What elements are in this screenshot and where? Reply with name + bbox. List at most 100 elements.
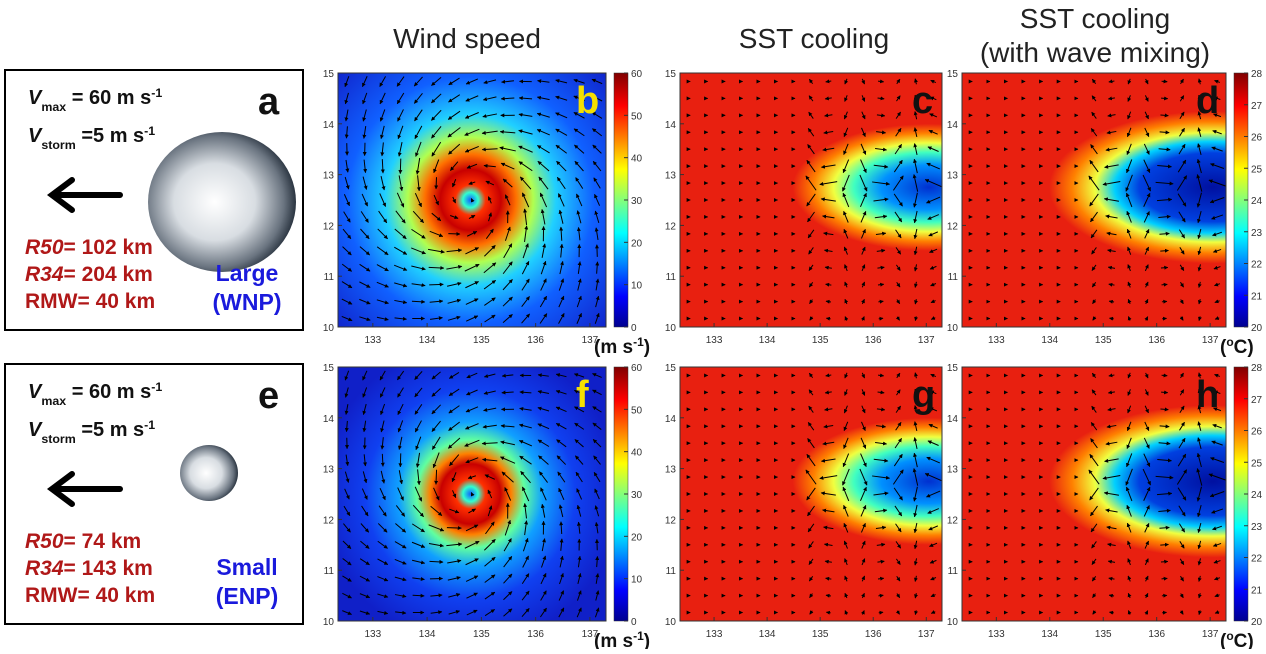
y-tick-label: 14	[947, 414, 959, 425]
colorbar-tick-label: 50	[631, 111, 643, 122]
text-part: RMW= 40 km	[25, 290, 155, 313]
colorbar-tick-label: 20	[631, 532, 643, 543]
y-tick-label: 11	[948, 272, 959, 283]
current-arrow	[1160, 409, 1168, 410]
x-tick-label: 136	[527, 335, 544, 346]
colorbar-tick-label: 60	[631, 69, 643, 80]
colorbar-tick-label: 26	[1251, 427, 1263, 438]
panel-letter: c	[912, 80, 933, 122]
current-arrow	[436, 470, 437, 485]
map-panel	[962, 367, 1266, 621]
x-tick-label: 134	[1041, 629, 1058, 640]
current-arrow	[429, 561, 443, 562]
current-arrow	[878, 595, 883, 596]
box-text: R34= 143 km	[25, 557, 153, 580]
map-panel	[338, 73, 606, 327]
colorbar-unit: (m s-1)	[594, 629, 650, 649]
panel-letter: b	[576, 80, 599, 122]
current-arrow	[879, 318, 883, 319]
current-arrow	[1160, 544, 1168, 545]
text-part: )	[644, 631, 650, 649]
colorbar-tick-label: 20	[1251, 617, 1263, 628]
text-part: -1	[151, 86, 162, 100]
colorbar-tick-label: 40	[631, 448, 643, 459]
text-part: = 74 km	[64, 530, 142, 553]
panel-letter: g	[912, 374, 935, 416]
current-arrow	[1160, 250, 1168, 251]
box-text: R50= 102 km	[25, 236, 153, 259]
current-arrow	[382, 159, 383, 173]
text-part: C)	[1234, 631, 1254, 649]
storm-size: Small	[216, 554, 277, 580]
colorbar-tick-label: 20	[631, 238, 643, 249]
y-tick-label: 15	[665, 69, 677, 80]
colorbar-tick-label: 24	[1251, 490, 1263, 501]
x-tick-label: 135	[812, 629, 829, 640]
colorbar-tick-label: 50	[631, 405, 643, 416]
text-part: -1	[144, 124, 155, 138]
x-tick-label: 137	[1202, 335, 1219, 346]
text-part: = 204 km	[64, 263, 153, 286]
colorbar-tick-label: 26	[1251, 133, 1263, 144]
current-arrow	[878, 301, 883, 302]
box-text: RMW= 40 km	[25, 584, 155, 607]
colorbar-unit: (m s-1)	[594, 335, 650, 358]
y-tick-label: 12	[665, 515, 677, 526]
current-arrow	[382, 454, 383, 466]
y-tick-label: 15	[323, 69, 335, 80]
colorbar-tick-label: 25	[1251, 164, 1263, 175]
y-tick-label: 14	[323, 414, 335, 425]
x-tick-label: 133	[988, 629, 1005, 640]
y-tick-label: 12	[665, 221, 677, 232]
x-tick-label: 137	[918, 629, 935, 640]
text-part: (m s	[594, 337, 633, 358]
x-tick-label: 133	[364, 335, 381, 346]
colorbar-unit: (oC)	[1220, 629, 1254, 649]
box-text: R34= 204 km	[25, 263, 153, 286]
storm-basin: (ENP)	[216, 583, 279, 609]
y-tick-label: 12	[323, 515, 335, 526]
colorbar-tick-label: 27	[1251, 101, 1263, 112]
column-title: Wind speed	[393, 23, 541, 54]
current-arrow	[826, 318, 830, 319]
colorbar-tick-label: 0	[631, 323, 637, 334]
text-part: = 60 m s	[66, 87, 151, 109]
x-tick-label: 134	[759, 335, 776, 346]
text-part: o	[1226, 629, 1233, 643]
text-part: R50	[25, 530, 64, 553]
column-title: SST cooling	[739, 23, 889, 54]
colorbar-tick-label: 22	[1251, 554, 1263, 565]
colorbar-tick-label: 60	[631, 363, 643, 374]
storm-basin: (WNP)	[213, 289, 282, 315]
colorbar-tick-label: 28	[1251, 363, 1263, 374]
text-part: = 143 km	[64, 557, 153, 580]
y-tick-label: 13	[947, 171, 959, 182]
x-tick-label: 136	[865, 629, 882, 640]
x-tick-label: 136	[1148, 335, 1165, 346]
colorbar-unit: (oC)	[1220, 335, 1254, 358]
text-part: storm	[41, 432, 75, 446]
y-tick-label: 15	[947, 363, 959, 374]
colorbar-tick-label: 21	[1251, 291, 1263, 302]
y-tick-label: 11	[948, 566, 959, 577]
text-part: = 60 m s	[66, 381, 151, 403]
x-tick-label: 135	[473, 335, 490, 346]
y-tick-label: 11	[666, 272, 677, 283]
y-tick-label: 10	[947, 323, 959, 334]
colorbar-tick-label: 21	[1251, 585, 1263, 596]
column-title: SST cooling	[1020, 3, 1170, 34]
x-tick-label: 136	[1148, 629, 1165, 640]
storm-image	[148, 132, 296, 272]
x-tick-label: 134	[759, 629, 776, 640]
current-arrow	[826, 612, 830, 613]
y-tick-label: 13	[665, 465, 677, 476]
box-text: R50= 74 km	[25, 530, 141, 553]
panel-letter: a	[258, 81, 280, 123]
y-tick-label: 11	[324, 272, 335, 283]
storm-image	[180, 445, 238, 501]
colorbar-tick-label: 24	[1251, 196, 1263, 207]
text-part: RMW= 40 km	[25, 584, 155, 607]
x-tick-label: 137	[1202, 629, 1219, 640]
y-tick-label: 15	[947, 69, 959, 80]
